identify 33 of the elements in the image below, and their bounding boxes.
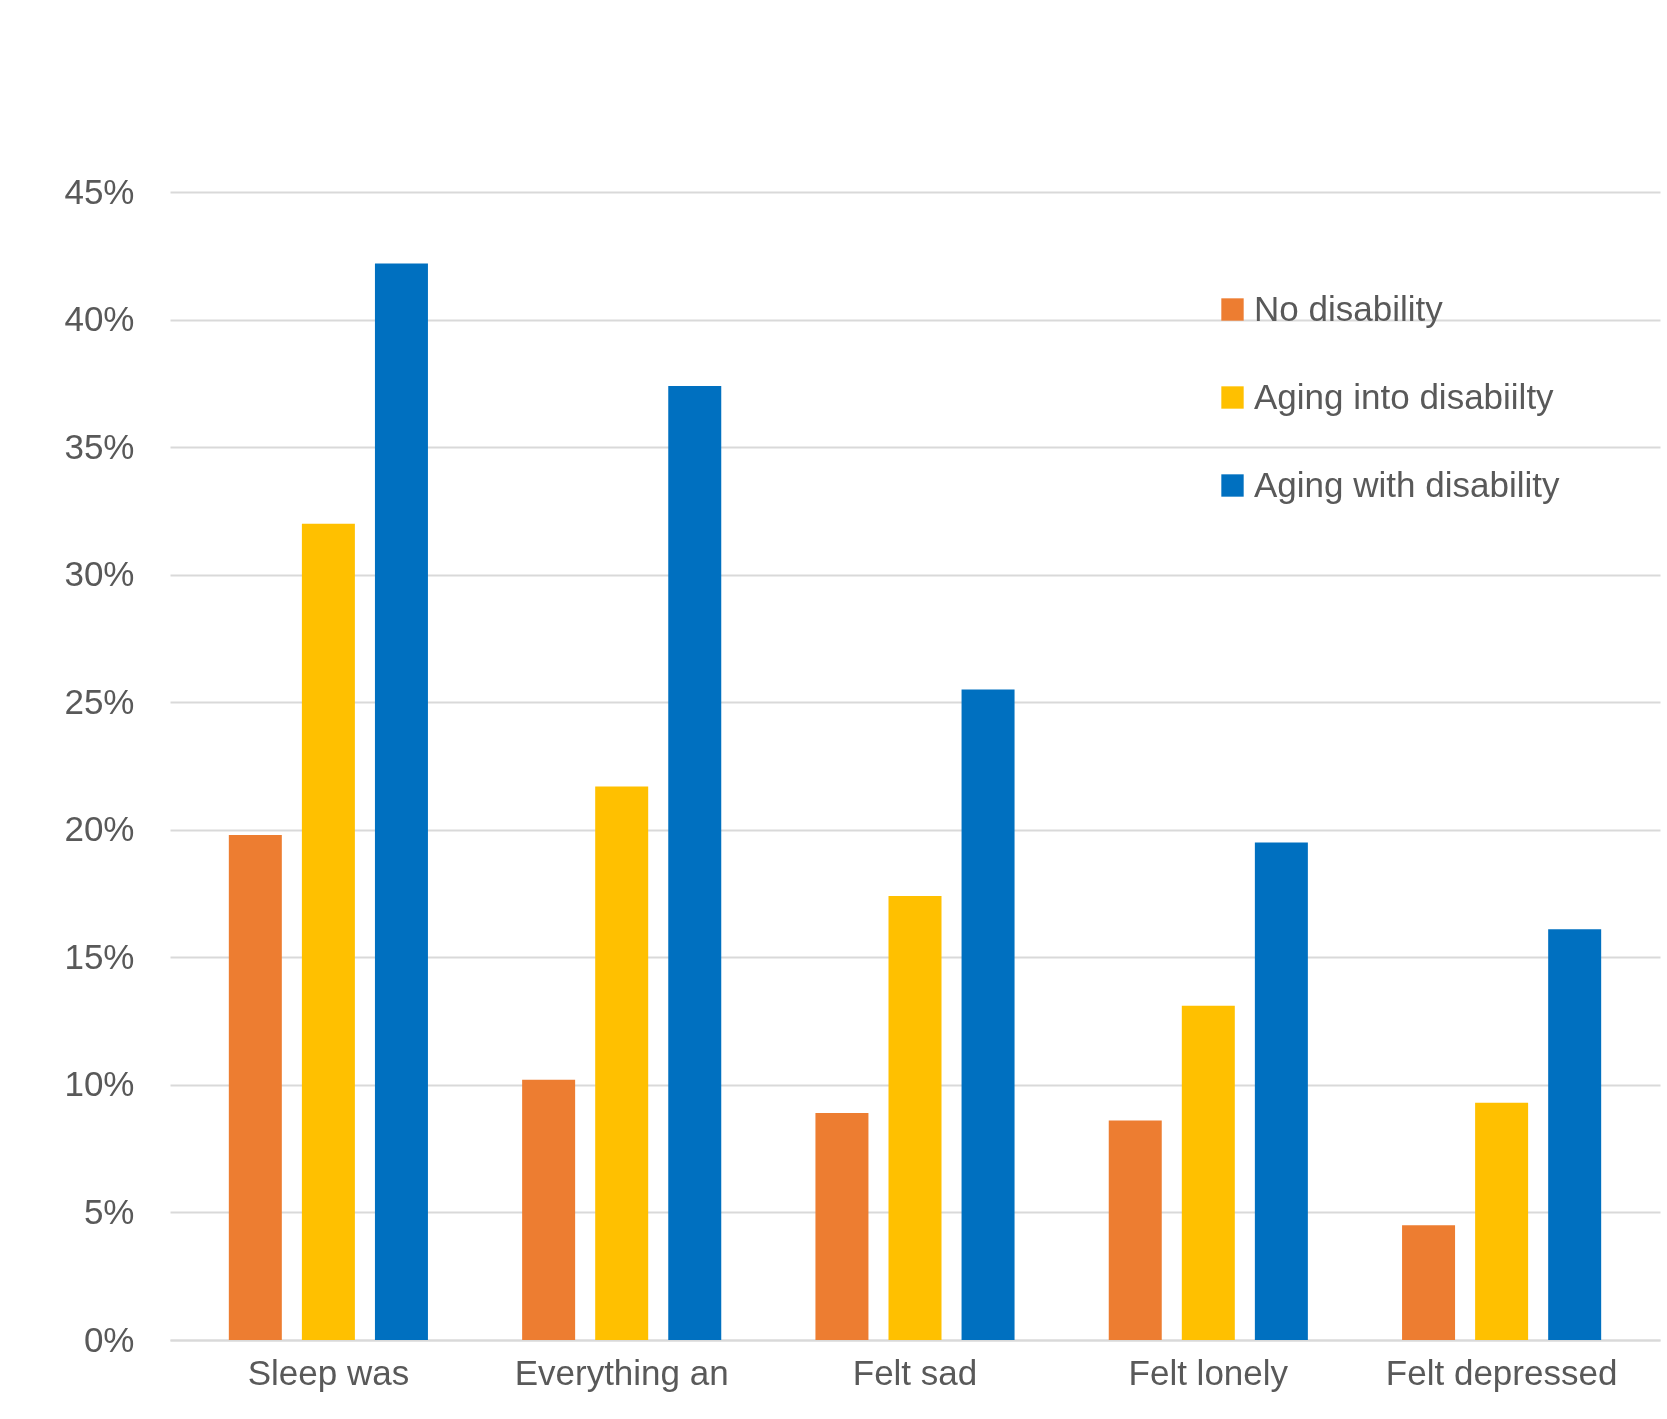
- bar: [522, 1079, 576, 1340]
- y-tick-label: 45%: [64, 171, 135, 211]
- x-tick-label: Sleep was: [247, 1352, 410, 1392]
- legend-label: No disability: [1254, 288, 1444, 328]
- y-tick-label: 5%: [83, 1191, 135, 1231]
- bar: [1402, 1225, 1456, 1340]
- bar: [301, 523, 355, 1340]
- y-tick-label: 15%: [64, 936, 135, 976]
- legend-label: Aging with disability: [1254, 464, 1560, 504]
- bar: [961, 689, 1015, 1340]
- y-tick-label: 20%: [64, 809, 135, 849]
- bar: [1108, 1120, 1162, 1340]
- bar: [1181, 1005, 1235, 1340]
- bar: [374, 263, 428, 1340]
- bar: [815, 1112, 869, 1340]
- y-tick-label: 25%: [64, 681, 135, 721]
- x-tick-label: Felt sad: [852, 1352, 978, 1392]
- y-tick-label: 35%: [64, 426, 135, 466]
- bar: [228, 834, 282, 1340]
- y-tick-label: 30%: [64, 554, 135, 594]
- legend-label: Aging into disabiilty: [1254, 376, 1555, 416]
- x-tick-label: Felt depressed: [1385, 1352, 1618, 1392]
- bar: [668, 385, 722, 1340]
- bar: [1254, 842, 1308, 1340]
- y-tick-label: 40%: [64, 299, 135, 339]
- x-tick-label: Felt lonely: [1128, 1352, 1289, 1392]
- bar: [1475, 1102, 1529, 1340]
- y-tick-label: 0%: [83, 1319, 135, 1359]
- x-tick-label: Everything an: [514, 1352, 729, 1392]
- y-tick-label: 10%: [64, 1064, 135, 1104]
- bar: [888, 896, 942, 1340]
- bar: [595, 786, 649, 1340]
- bar: [1548, 929, 1602, 1340]
